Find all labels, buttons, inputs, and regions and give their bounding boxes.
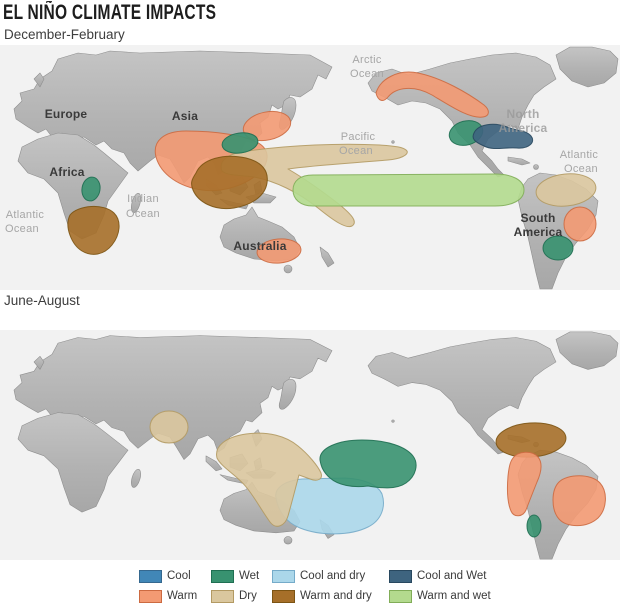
map-label: Australia [233, 239, 286, 253]
region-wet-central-chile [526, 514, 542, 538]
region-dry-india [149, 410, 189, 444]
legend-label: Warm [167, 590, 198, 602]
region-cooldry-southwest-pacific [275, 477, 384, 535]
region-wet-central-pacific [319, 439, 417, 489]
legend-label: Cool and dry [300, 570, 366, 582]
legend-item-dry: Dry [211, 589, 257, 603]
climate-impact-regions-djf [67, 71, 597, 264]
map-label: America [499, 121, 548, 135]
page-title: EL NIÑO CLIMATE IMPACTS [3, 1, 217, 24]
map-label: Atlantic [6, 209, 45, 221]
map-label: Africa [49, 165, 84, 179]
map-label: North [507, 107, 540, 121]
region-warmwet-equatorial-pacific [292, 173, 525, 207]
region-warm-eastern-brazil [552, 475, 606, 527]
region-warm-alaska-northwest-canada [375, 71, 489, 118]
region-wet-southeast-china [221, 132, 259, 154]
legend-label: Cool and Wet [417, 570, 487, 582]
legend-item-cooldry: Cool and dry [272, 569, 365, 583]
map-label: Pacific [341, 131, 376, 143]
map-june-august [0, 330, 620, 560]
map-label: Ocean [126, 208, 160, 220]
season-label-june-august: June-August [4, 293, 80, 308]
legend-label: Cool [167, 570, 191, 582]
region-warm-southeastern-brazil [563, 206, 597, 242]
map-label: Europe [45, 107, 88, 121]
legend-item-warmdry: Warm and dry [272, 589, 372, 603]
map-label: America [514, 225, 563, 239]
legend-item-wet: Wet [211, 569, 259, 583]
map-label: Ocean [564, 163, 598, 175]
legend-swatch-warmdry [272, 589, 295, 603]
map-label: Ocean [350, 68, 384, 80]
map-label: Arctic [352, 54, 381, 66]
region-wet-uruguay-argentina [542, 235, 574, 261]
region-dry-indonesia-east-australia [216, 432, 322, 527]
region-wet-east-africa [81, 176, 101, 202]
legend: Cool Wet Cool and dry Cool and Wet Warm Dry Wa… [0, 560, 620, 613]
legend-label: Wet [239, 570, 260, 582]
legend-item-coolwet: Cool and Wet [389, 569, 486, 583]
legend-label: Dry [239, 590, 257, 602]
legend-swatch-coolwet [389, 569, 412, 583]
region-warmdry-southern-africa [67, 206, 120, 255]
legend-label: Warm and wet [417, 590, 491, 602]
map-label: Ocean [5, 223, 39, 235]
legend-swatch-cool [139, 569, 162, 583]
legend-swatch-cooldry [272, 569, 295, 583]
map-label: Asia [172, 109, 198, 123]
region-warm-southern-australia [256, 238, 302, 264]
region-warm-western-south-america [506, 451, 542, 517]
legend-label: Warm and dry [300, 590, 372, 602]
map-label: Atlantic [560, 149, 599, 161]
legend-item-warm: Warm [139, 589, 197, 603]
legend-swatch-wet [211, 569, 234, 583]
region-coolwet-southern-us [472, 123, 534, 150]
map-labels-djf: Europe AsiaAfricaAustraliaNorthAmericaSou… [5, 54, 598, 253]
map-label: South [521, 211, 556, 225]
legend-item-warmwet: Warm and wet [389, 589, 491, 603]
map-label: Ocean [339, 145, 373, 157]
map-label: Indian [127, 193, 159, 205]
map-december-february: Europe AsiaAfricaAustraliaNorthAmericaSou… [0, 45, 620, 290]
region-dry-northern-south-america [535, 173, 597, 207]
legend-swatch-dry [211, 589, 234, 603]
region-warmdry-maritime-southeast-asia [191, 155, 268, 210]
climate-impact-regions-jja [149, 410, 606, 538]
legend-item-cool: Cool [139, 569, 191, 583]
season-label-december-february: December-February [4, 27, 125, 42]
legend-swatch-warm [139, 589, 162, 603]
region-warm-northeast-asia [242, 110, 292, 142]
legend-swatch-warmwet [389, 589, 412, 603]
